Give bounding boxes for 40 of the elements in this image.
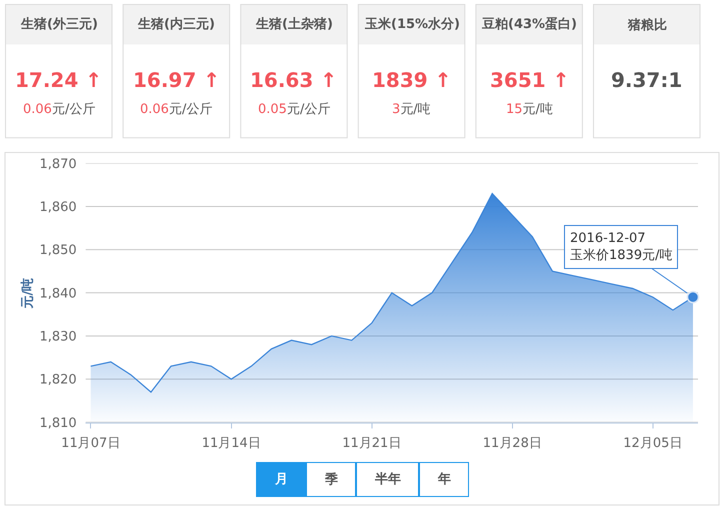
category-label: 月: [274, 472, 288, 487]
y-tick-label: 1,830: [39, 330, 77, 345]
y-tick-label: 1,850: [39, 243, 77, 258]
x-tick-label: 11月28日: [482, 436, 542, 451]
y-tick-label: 1,860: [39, 200, 77, 216]
category-label: 年: [437, 472, 451, 487]
text: 15: [506, 102, 523, 117]
text: 3: [392, 102, 400, 117]
text: 元/公斤: [168, 102, 212, 117]
text: 0.06: [23, 102, 52, 117]
category-label: 季: [324, 471, 338, 488]
text: 猪粮比: [627, 17, 667, 33]
text: 元/吨: [400, 102, 431, 117]
category-label: 半年: [374, 472, 401, 487]
text: 16.97 ↑: [133, 68, 220, 92]
y-tick-label: 1,840: [39, 286, 77, 302]
text: 3651 ↑: [490, 68, 570, 92]
text: 0.05: [258, 102, 287, 117]
x-tick-label: 11月07日: [61, 436, 120, 451]
text: 元/公斤: [52, 102, 96, 117]
text: 9.37:1: [611, 68, 682, 92]
text: 元/吨: [522, 102, 553, 117]
text: 玉米(15%水分): [364, 17, 460, 32]
y-axis-title: 元/吨: [20, 278, 36, 310]
x-tick-label: 11月14日: [202, 436, 261, 451]
y-tick-label: 1,870: [39, 156, 77, 172]
x-tick-label: 11月21日: [342, 436, 402, 451]
text: 元/公斤: [286, 102, 330, 117]
annotation: 2016-12-07 玉米价1839元/吨: [570, 231, 672, 263]
text: 1839 ↑: [372, 68, 452, 92]
text: 生猪(内三元): [137, 17, 215, 32]
text: 豆粕(43%蛋白): [481, 17, 577, 32]
text: 17.24 ↑: [15, 68, 102, 92]
text: 生猪(外三元): [20, 17, 98, 32]
text: 生猪(土杂猪): [255, 17, 333, 32]
y-tick-label: 1,820: [39, 372, 77, 388]
text: 16.63 ↑: [250, 68, 337, 92]
y-tick-label: 1,810: [39, 416, 77, 431]
text: 0.06: [140, 102, 169, 117]
x-tick-label: 12月05日: [623, 436, 682, 451]
